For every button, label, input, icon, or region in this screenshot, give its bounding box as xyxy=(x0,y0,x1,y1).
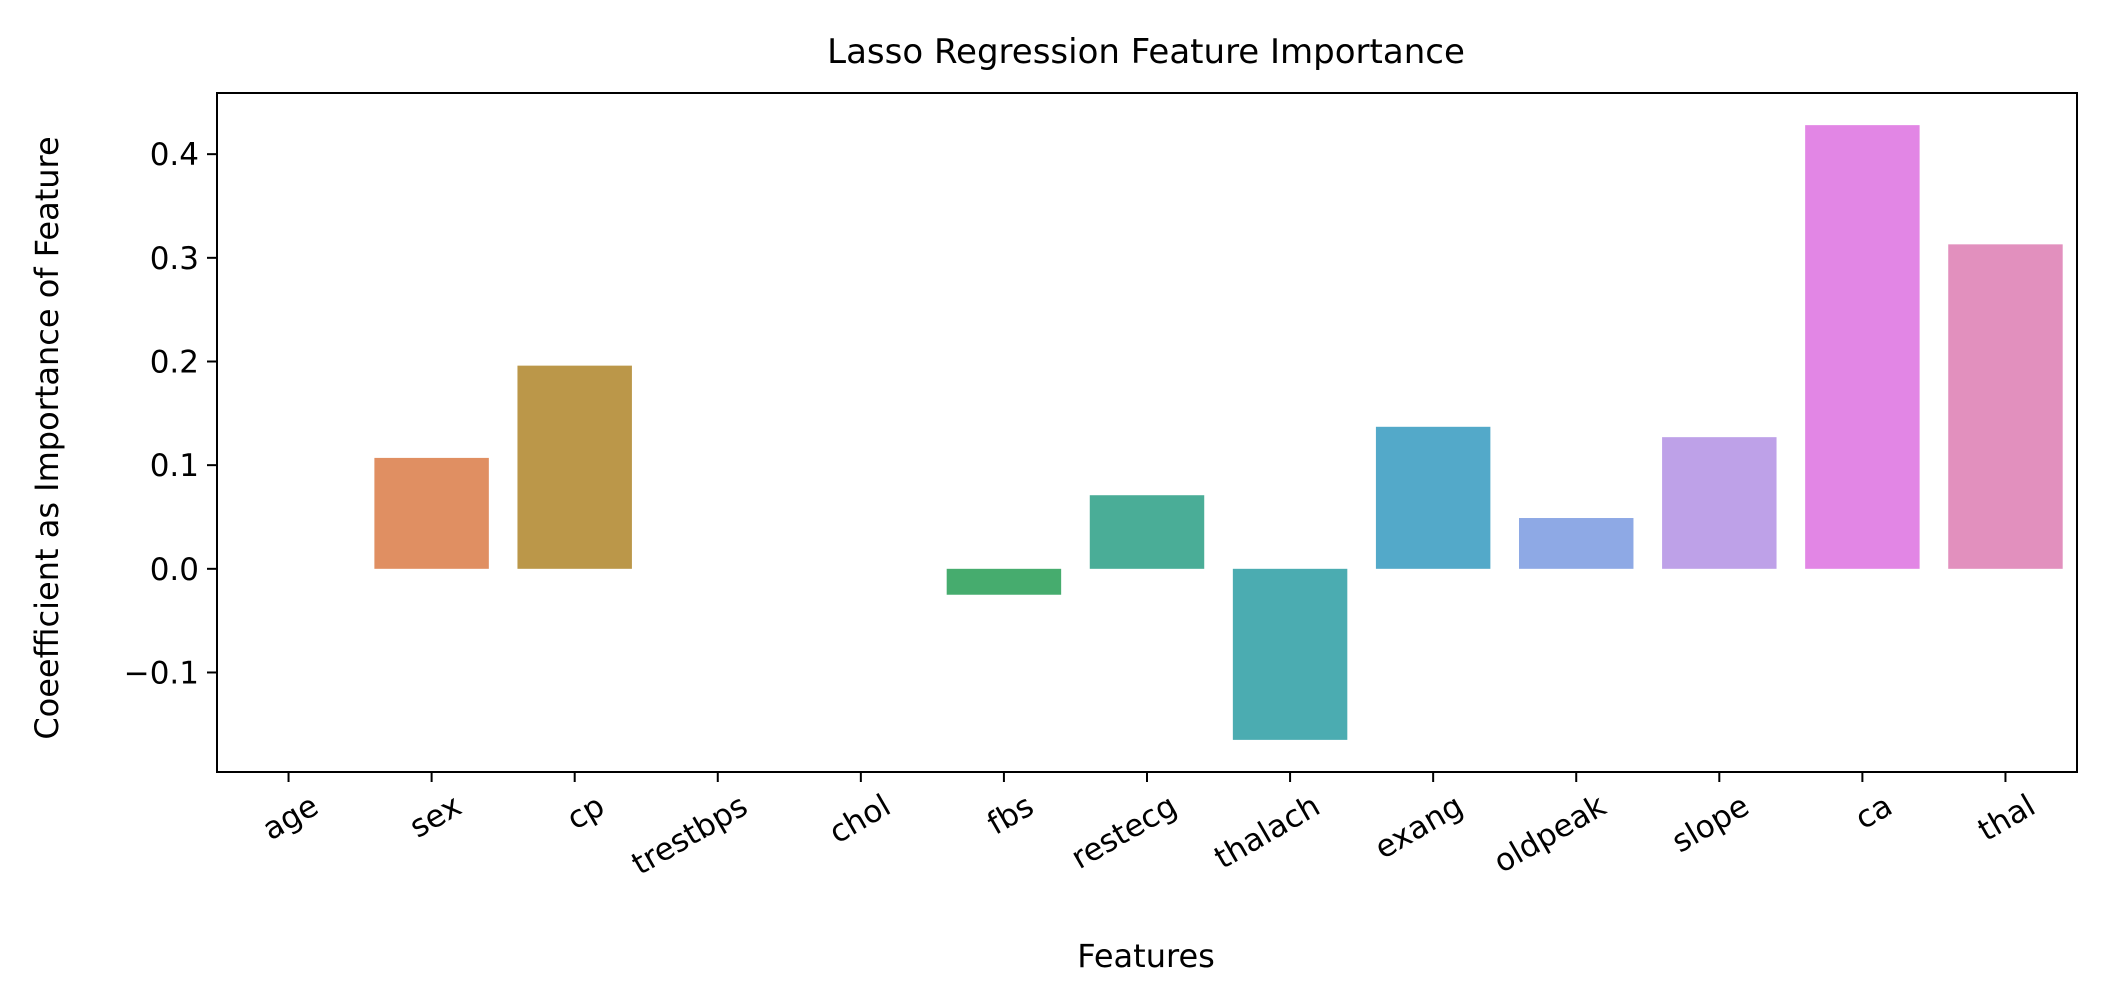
y-tick-label: 0.2 xyxy=(150,344,199,380)
bar-exang xyxy=(1375,426,1491,569)
bar-ca xyxy=(1805,125,1920,569)
y-tick-label: 0.4 xyxy=(150,137,199,173)
y-axis-label: Coeefficient as Importance of Feature xyxy=(28,136,66,739)
y-tick-label: −0.1 xyxy=(124,655,199,691)
bars-group xyxy=(374,125,2063,740)
x-axis-label: Features xyxy=(1077,937,1215,975)
bar-thalach xyxy=(1232,568,1348,740)
y-tick-label: 0.1 xyxy=(150,448,199,484)
bar-restecg xyxy=(1089,495,1205,569)
bar-slope xyxy=(1662,437,1777,569)
y-tick-label: 0.0 xyxy=(150,552,199,588)
chart-title: Lasso Regression Feature Importance xyxy=(827,32,1465,72)
bar-fbs xyxy=(946,568,1062,595)
bar-thal xyxy=(1948,244,2063,569)
y-axis: −0.1 0.0 0.1 0.2 0.3 0.4 xyxy=(124,137,217,691)
bar-oldpeak xyxy=(1519,518,1634,569)
y-tick-label: 0.3 xyxy=(150,241,199,277)
bar-sex xyxy=(374,457,489,569)
bar-cp xyxy=(517,365,632,569)
